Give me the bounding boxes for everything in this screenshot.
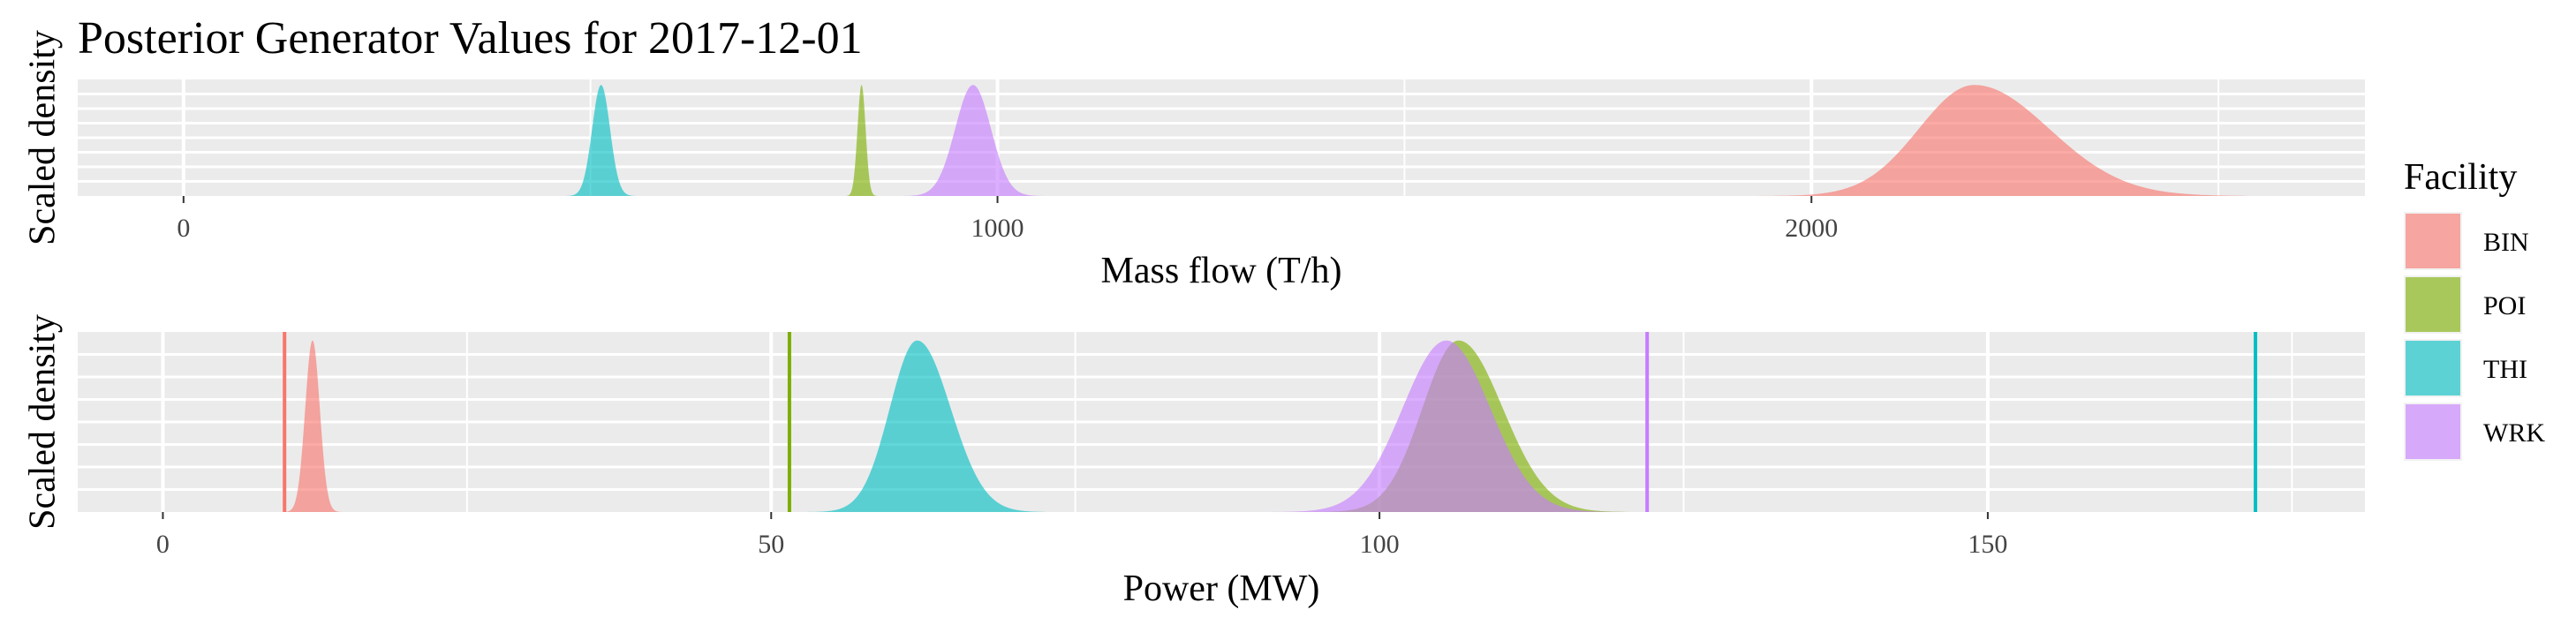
power-panel: 0 50 100 150 Power (MW) Scaled density [23,314,2365,609]
x-ticks: 0 50 100 150 [156,512,2007,559]
legend-swatch-thi [2406,341,2460,395]
density-wrk [1262,340,1631,512]
legend-swatch-bin [2406,214,2460,268]
legend: Facility BIN POI THI WRK [2404,157,2545,461]
legend-label: BIN [2483,228,2529,257]
reference-lines [283,332,2258,512]
density-thi [789,340,1046,512]
legend-swatch-wrk [2406,404,2460,459]
density-bin [1700,85,2248,196]
legend-label: POI [2483,291,2526,320]
legend-label: WRK [2483,418,2545,448]
x-tick-label: 150 [1968,530,2007,559]
mass-flow-panel: 0 1000 2000 Mass flow (T/h) Scaled density [23,30,2365,291]
legend-entries: BIN POI THI WRK [2404,212,2545,461]
density-wrk [897,85,1049,196]
y-axis-title: Scaled density [23,30,64,245]
density-thi [563,85,639,196]
x-axis-title: Power (MW) [1123,569,1320,609]
x-tick-label: 100 [1360,530,1400,559]
density-bin [282,340,344,512]
x-tick-label: 50 [758,530,784,559]
x-tick-label: 1000 [971,214,1024,243]
density-areas [563,85,2248,196]
x-ticks: 0 1000 2000 [177,196,1838,243]
x-tick-label: 0 [156,530,170,559]
x-axis-title: Mass flow (T/h) [1101,251,1342,291]
density-poi [844,85,879,196]
density-areas [282,340,1631,512]
x-tick-label: 0 [177,214,190,243]
chart-title: Posterior Generator Values for 2017-12-0… [78,13,863,64]
y-axis-title: Scaled density [23,314,64,530]
legend-title: Facility [2404,157,2517,198]
x-tick-label: 2000 [1785,214,1838,243]
grid-lines [78,332,2365,512]
legend-label: THI [2483,355,2527,384]
legend-swatch-poi [2406,277,2460,332]
